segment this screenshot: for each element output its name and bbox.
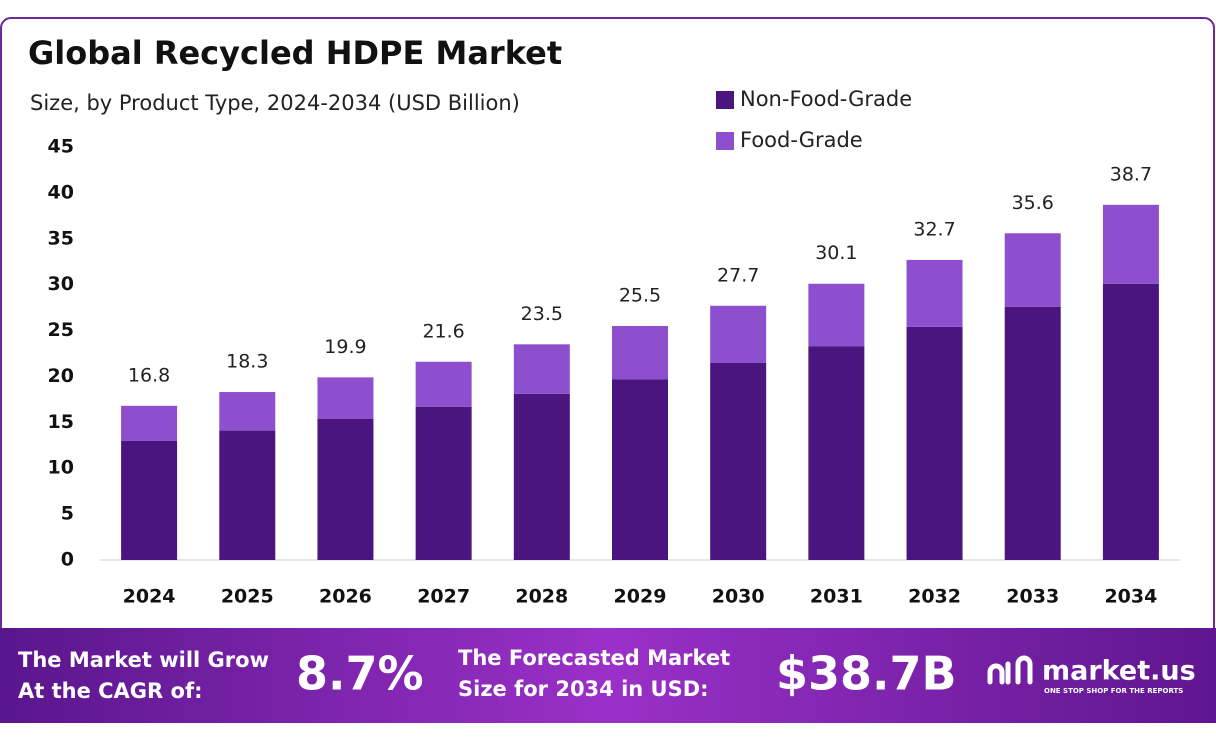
total-label: 38.7 <box>1110 163 1152 185</box>
footer-text: The Forecasted Market <box>458 646 730 670</box>
y-tick-label: 15 <box>48 411 74 433</box>
bar-segment <box>1102 204 1159 284</box>
total-label: 30.1 <box>815 242 857 264</box>
legend-label: Food-Grade <box>740 128 863 152</box>
bar-segment <box>710 362 767 560</box>
bar-segment <box>808 346 865 560</box>
x-tick-label: 2026 <box>319 586 372 608</box>
y-tick-label: 45 <box>48 136 74 158</box>
footer-text: Size for 2034 in USD: <box>458 677 709 701</box>
bar-segment <box>219 392 276 431</box>
x-tick-label: 2032 <box>908 586 961 608</box>
legend-swatch <box>716 91 734 109</box>
total-label: 27.7 <box>717 264 759 286</box>
y-tick-label: 10 <box>48 457 74 479</box>
brand-logo <box>987 655 1033 685</box>
x-tick-label: 2027 <box>417 586 470 608</box>
y-tick-label: 30 <box>48 273 74 295</box>
x-tick-label: 2024 <box>123 586 176 608</box>
bar-segment <box>906 326 963 560</box>
bar-segment <box>513 344 570 394</box>
bar-segment <box>808 283 865 347</box>
bar-segment <box>415 361 472 407</box>
bar-segment <box>612 379 668 560</box>
bar-segment <box>415 406 472 560</box>
y-tick-label: 40 <box>48 181 74 203</box>
chart-subtitle: Size, by Product Type, 2024-2034 (USD Bi… <box>30 91 520 115</box>
footer-value: 8.7% <box>296 647 424 701</box>
y-tick-label: 25 <box>48 319 74 341</box>
x-tick-label: 2030 <box>712 586 765 608</box>
bar-segment <box>317 418 374 560</box>
total-label: 19.9 <box>324 336 366 358</box>
total-label: 16.8 <box>128 364 170 386</box>
bar-segment <box>317 377 374 419</box>
legend-label: Non-Food-Grade <box>740 87 912 111</box>
x-tick-label: 2028 <box>515 586 568 608</box>
bar-segment <box>1102 283 1159 560</box>
x-tick-label: 2031 <box>810 586 863 608</box>
total-label: 32.7 <box>913 218 955 240</box>
total-label: 23.5 <box>521 303 563 325</box>
bar-segment <box>906 259 963 327</box>
total-label: 18.3 <box>226 351 268 373</box>
x-tick-label: 2025 <box>221 586 274 608</box>
bar-segment <box>513 393 570 560</box>
bar-segment <box>1004 233 1061 307</box>
x-tick-label: 2029 <box>614 586 667 608</box>
y-tick-label: 5 <box>61 503 74 525</box>
footer-value: $38.7B <box>776 647 957 701</box>
bar-segment <box>121 405 178 441</box>
bar-segment <box>219 430 276 560</box>
bar-segment <box>121 440 178 560</box>
x-tick-label: 2034 <box>1104 586 1157 608</box>
bar-segment <box>612 325 668 380</box>
brand-tagline: ONE STOP SHOP FOR THE REPORTS <box>1044 687 1183 695</box>
total-label: 25.5 <box>619 284 661 306</box>
brand-name: market.us <box>1042 656 1196 687</box>
chart-title: Global Recycled HDPE Market <box>28 34 562 72</box>
footer-text: At the CAGR of: <box>18 679 203 703</box>
y-tick-label: 35 <box>48 227 74 249</box>
y-tick-label: 0 <box>61 549 74 571</box>
total-label: 35.6 <box>1012 192 1054 214</box>
footer-text: The Market will Grow <box>18 648 269 672</box>
bar-segment <box>1004 306 1061 560</box>
bar-segment <box>710 305 767 363</box>
x-tick-label: 2033 <box>1006 586 1059 608</box>
legend-swatch <box>716 132 734 150</box>
total-label: 21.6 <box>422 320 464 342</box>
y-tick-label: 20 <box>48 365 74 387</box>
footer-band <box>0 628 1216 723</box>
